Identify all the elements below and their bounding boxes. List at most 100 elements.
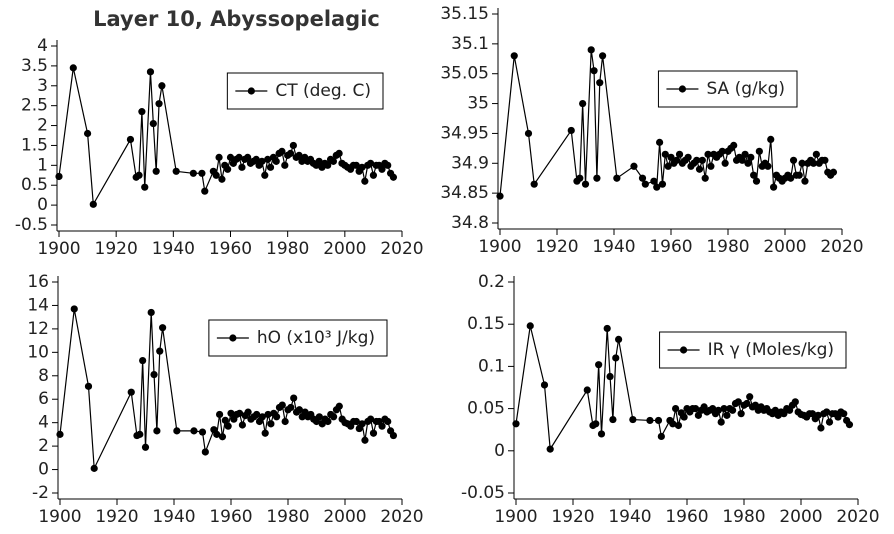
data-point [734,398,742,406]
x-tick-label: 2020 [836,507,879,527]
data-point [590,67,598,75]
data-point [198,169,206,177]
data-point [238,163,246,171]
data-point [812,150,820,158]
data-point [581,180,590,188]
chart-title: Layer 10, Abyssopelagic [93,7,380,31]
data-point [389,173,398,181]
y-tick-label: 0 [38,460,49,480]
data-point [173,427,181,435]
data-point [295,406,303,414]
data-point [629,415,637,424]
data-point [150,371,158,379]
y-tick-label: 0.15 [467,314,505,334]
data-point [329,157,337,165]
data-point [141,183,149,191]
data-point [746,393,754,401]
data-point [190,427,198,435]
data-point [281,417,289,426]
data-point [669,420,677,428]
x-tick-label: 1940 [152,239,195,259]
x-tick-label: 1920 [535,237,578,257]
data-point [587,46,595,54]
data-point [335,149,343,157]
data-point [358,420,366,428]
y-tick-label: 35.1 [451,34,489,54]
y-tick-label: 3.5 [21,56,48,76]
data-point [146,68,155,76]
data-point [264,155,272,163]
data-point [650,177,658,185]
data-point [361,177,369,185]
data-point [737,410,745,418]
data-point [717,418,725,426]
x-tick-label: 1980 [266,507,309,527]
data-point [638,174,647,182]
legend-label: hO (x10³ J/kg) [257,328,375,348]
data-point [367,415,375,423]
x-tick-label: 2020 [380,507,423,527]
x-tick-label: 1940 [152,507,195,527]
data-point [661,150,669,158]
data-point [315,157,323,165]
data-point [798,159,806,167]
data-point [526,322,534,330]
data-point [510,52,518,60]
data-point [272,157,280,165]
y-tick-label: 10 [27,342,49,362]
data-point [201,187,209,195]
data-point [693,156,701,164]
data-point [656,138,664,146]
data-point [138,108,146,116]
data-point [767,135,775,143]
data-point [823,408,831,416]
data-point [90,464,98,472]
data-point [674,421,683,430]
y-tick-label: 6 [38,389,49,409]
y-tick-label: 34.85 [440,183,489,203]
legend: IR γ (Moles/kg) [659,331,847,369]
y-tick-label: 35 [467,94,489,114]
legend-marker [679,346,688,354]
data-point [153,427,161,435]
legend-label: SA (g/kg) [706,79,785,99]
x-tick-label: 2000 [323,507,366,527]
data-point [613,174,621,182]
x-tick-label: 1980 [266,239,309,259]
y-tick-label: 16 [27,272,49,292]
data-point [213,430,221,438]
data-point [653,183,661,191]
x-tick-label: 1900 [38,507,81,527]
data-point [155,100,163,108]
y-tick-label: 0.5 [21,175,48,195]
x-tick-label: 1960 [209,239,252,259]
data-point [295,151,303,159]
data-point [224,165,232,173]
x-tick-label: 1960 [209,507,252,527]
x-tick-label: 1980 [706,237,749,257]
data-point [198,428,207,436]
data-point [273,413,281,421]
data-point [567,126,575,135]
data-point [369,429,378,437]
data-point [606,372,614,381]
data-point [801,177,809,185]
data-point [389,431,398,440]
data-point [158,82,166,90]
data-point [278,401,286,409]
data-point [764,162,772,170]
data-point [795,171,803,179]
data-point [579,99,587,108]
data-point [583,386,591,394]
data-point [216,410,224,419]
data-point [56,430,64,438]
data-point [139,356,147,365]
data-point [226,153,235,161]
data-point [673,156,681,164]
data-point [595,361,603,369]
data-point [147,308,155,317]
y-tick-label: 0.05 [467,399,505,419]
y-tick-label: 1 [37,155,48,175]
data-point [723,411,731,419]
